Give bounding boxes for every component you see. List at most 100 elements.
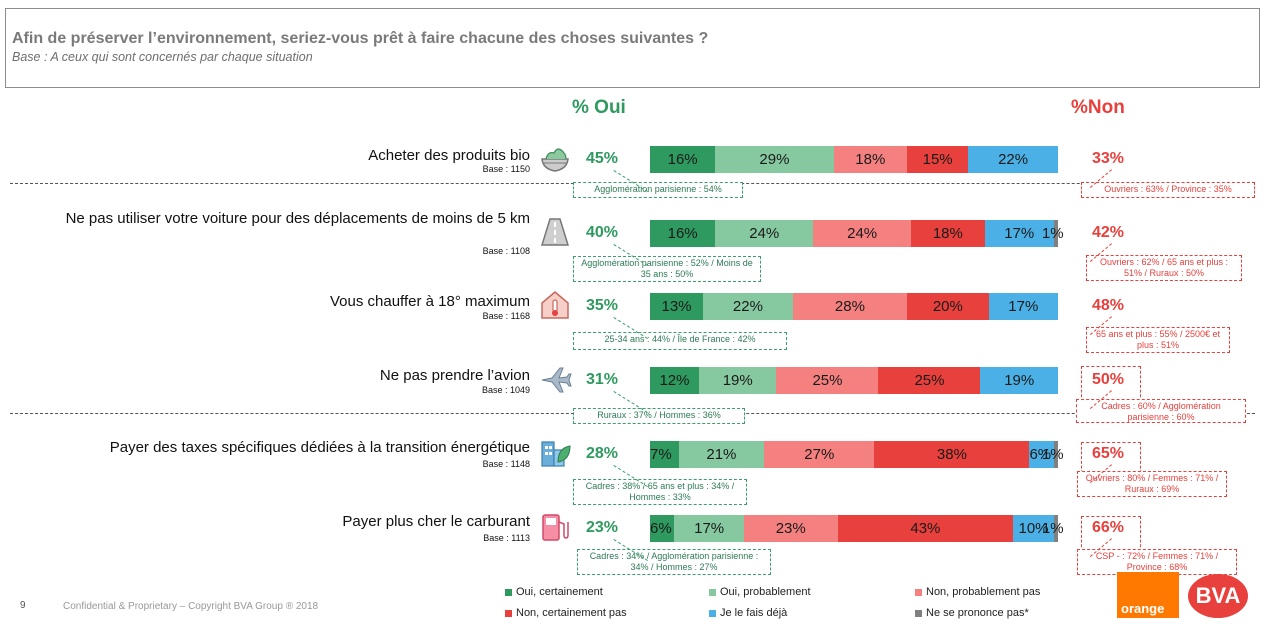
yes-percentage: 23% (586, 519, 619, 536)
bar-segment-label: 1% (1041, 446, 1064, 463)
note-yes: Agglomération parisienne : 52% / Moins d… (573, 256, 761, 282)
bar-segment-label: 15% (922, 151, 953, 168)
orange-logo: orange (1117, 572, 1179, 618)
bar-segment (678, 441, 765, 468)
bar-segment-label: 6% (1029, 446, 1052, 463)
page-title: Afin de préserver l’environnement, serie… (12, 30, 709, 47)
bar-segment-label: 18% (855, 151, 886, 168)
bar-segment (907, 293, 989, 320)
bar-segment (833, 146, 908, 173)
note-yes: Ruraux : 37% / Hommes : 36% (573, 408, 745, 424)
fuel-pump-icon (538, 510, 572, 544)
legend-swatch (505, 588, 512, 596)
legend-item: Oui, probablement (709, 586, 811, 598)
bar-segment (907, 146, 969, 173)
road-icon (538, 215, 572, 249)
row-base: Base : 1113 (483, 533, 530, 543)
bar-segment-label: 7% (650, 446, 672, 463)
bar-segment (715, 146, 834, 173)
yes-percentage: 45% (586, 150, 619, 167)
yes-percentage: 35% (586, 297, 619, 314)
bar-segment-label: 19% (1004, 372, 1035, 389)
no-highlight-box (1081, 516, 1141, 552)
row-label: Vous chauffer à 18° maximum (330, 293, 530, 310)
bar-segment-label: 6% (650, 520, 672, 537)
yes-percentage: 28% (586, 445, 619, 462)
bar-segment (703, 293, 793, 320)
no-highlight-box (1081, 366, 1141, 402)
row-base: Base : 1168 (482, 311, 530, 321)
bar-segment (1029, 441, 1054, 468)
row-label: Ne pas prendre l’avion (379, 367, 530, 384)
note-no: 65 ans et plus : 55% / 2500€ et plus : 5… (1086, 327, 1230, 353)
yes-percentage: 40% (586, 224, 619, 241)
page-number: 9 (20, 600, 26, 611)
bar-segment (878, 367, 981, 394)
bar-segment-label: 1% (1041, 225, 1064, 242)
row-base: Base : 1108 (482, 246, 530, 256)
bar-segment-label: 18% (932, 225, 963, 242)
bar-segment (988, 293, 1058, 320)
legend-item: Ne se prononce pas* (915, 607, 1029, 619)
bar-segment-label: 17% (1004, 225, 1035, 242)
bar-segment (715, 220, 814, 247)
bar-segment-label: 43% (910, 520, 941, 537)
bar-segment-label: 16% (667, 225, 698, 242)
legend-swatch (709, 609, 716, 617)
bar-segment-label: 23% (775, 520, 806, 537)
bar-segment-label: 22% (732, 298, 763, 315)
legend-label: Non, certainement pas (516, 607, 627, 619)
no-percentage: 65% (1092, 445, 1125, 462)
row-label: Payer plus cher le carburant (342, 513, 530, 530)
note-no: Ouvriers : 63% / Province : 35% (1081, 182, 1255, 198)
bar-segment (650, 146, 716, 173)
legend-swatch (915, 609, 922, 617)
no-percentage: 42% (1092, 224, 1125, 241)
row-label: Payer des taxes spécifiques dédiées à la… (109, 439, 530, 456)
bar-segment-label: 10% (1018, 520, 1049, 537)
page-subtitle: Base : A ceux qui sont concernés par cha… (12, 50, 313, 64)
bar-segment (674, 515, 744, 542)
house-thermometer-icon (538, 288, 572, 322)
salad-bowl-icon (538, 141, 572, 175)
legend-label: Oui, certainement (516, 586, 603, 598)
bar-segment (984, 220, 1054, 247)
bar-segment (650, 441, 679, 468)
bar-segment-label: 16% (667, 151, 698, 168)
bar-segment-label: 24% (749, 225, 780, 242)
legend-swatch (505, 609, 512, 617)
bar-segment-label: 29% (759, 151, 790, 168)
note-no: Ouvriers : 80% / Femmes : 71% / Ruraux :… (1077, 471, 1227, 497)
airplane-icon (538, 362, 572, 396)
legend-item: Non, certainement pas (505, 607, 627, 619)
row-label: Acheter des produits bio (368, 147, 530, 164)
note-no: Cadres : 60% / Agglomération parisienne … (1076, 399, 1246, 423)
orange-logo-text: orange (1121, 601, 1165, 616)
bar-segment (1013, 515, 1054, 542)
yes-percentage: 31% (586, 371, 619, 388)
bar-segment (792, 293, 908, 320)
bar-segment-label: 25% (914, 372, 945, 389)
note-no: Ouvriers : 62% / 65 ans et plus : 51% / … (1086, 255, 1242, 281)
legend-swatch (915, 588, 922, 596)
bar-segment-label: 38% (936, 446, 967, 463)
bar-segment (1053, 441, 1058, 468)
bar-segment (650, 515, 675, 542)
bar-segment-label: 19% (722, 372, 753, 389)
bar-segment (650, 293, 704, 320)
yes-header: % Oui (572, 97, 626, 118)
no-percentage: 33% (1092, 150, 1125, 167)
legend-label: Je le fais déjà (720, 607, 788, 619)
note-yes: 25-34 ans : 44% / Île de France : 42% (573, 332, 787, 350)
legend: Oui, certainement Oui, probablement Non,… (505, 586, 1105, 622)
bar-segment (650, 220, 716, 247)
bar-segment-label: 28% (834, 298, 865, 315)
bar-segment (743, 515, 838, 542)
bar-segment-label: 17% (694, 520, 725, 537)
row-label: Ne pas utiliser votre voiture pour des d… (65, 210, 530, 227)
bar-segment (968, 146, 1058, 173)
legend-label: Oui, probablement (720, 586, 811, 598)
bar-segment-label: 21% (706, 446, 737, 463)
row-base: Base : 1148 (482, 459, 530, 469)
